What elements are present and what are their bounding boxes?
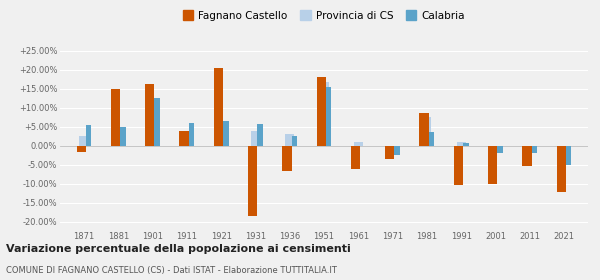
Bar: [283, 146, 292, 171]
Bar: [189, 123, 194, 146]
Bar: [148, 122, 157, 146]
Text: COMUNE DI FAGNANO CASTELLO (CS) - Dati ISTAT - Elaborazione TUTTITALIA.IT: COMUNE DI FAGNANO CASTELLO (CS) - Dati I…: [6, 266, 337, 275]
Bar: [394, 146, 400, 155]
Bar: [223, 121, 229, 146]
Bar: [145, 84, 154, 146]
Bar: [251, 130, 260, 146]
Bar: [120, 127, 125, 146]
Bar: [86, 125, 91, 146]
Bar: [351, 146, 360, 169]
Bar: [557, 146, 566, 192]
Bar: [317, 77, 326, 146]
Bar: [285, 134, 295, 146]
Bar: [497, 146, 503, 153]
Bar: [454, 146, 463, 185]
Bar: [326, 87, 331, 146]
Bar: [388, 146, 397, 148]
Bar: [292, 136, 297, 146]
Bar: [182, 131, 191, 146]
Bar: [429, 132, 434, 146]
Bar: [79, 136, 89, 146]
Bar: [491, 146, 500, 151]
Bar: [154, 98, 160, 146]
Text: Variazione percentuale della popolazione ai censimenti: Variazione percentuale della popolazione…: [6, 244, 351, 254]
Bar: [111, 90, 120, 146]
Legend: Fagnano Castello, Provincia di CS, Calabria: Fagnano Castello, Provincia di CS, Calab…: [179, 6, 469, 25]
Bar: [179, 130, 189, 146]
Bar: [214, 68, 223, 146]
Bar: [319, 82, 329, 146]
Bar: [419, 113, 429, 146]
Bar: [422, 117, 431, 146]
Bar: [77, 146, 86, 151]
Bar: [463, 143, 469, 146]
Bar: [257, 124, 263, 146]
Bar: [113, 128, 123, 146]
Bar: [353, 142, 363, 146]
Bar: [525, 146, 535, 153]
Bar: [523, 146, 532, 166]
Bar: [385, 146, 394, 159]
Bar: [248, 146, 257, 216]
Bar: [532, 146, 537, 153]
Bar: [559, 146, 569, 148]
Bar: [566, 146, 571, 165]
Bar: [488, 146, 497, 184]
Bar: [217, 129, 226, 146]
Bar: [457, 142, 466, 146]
